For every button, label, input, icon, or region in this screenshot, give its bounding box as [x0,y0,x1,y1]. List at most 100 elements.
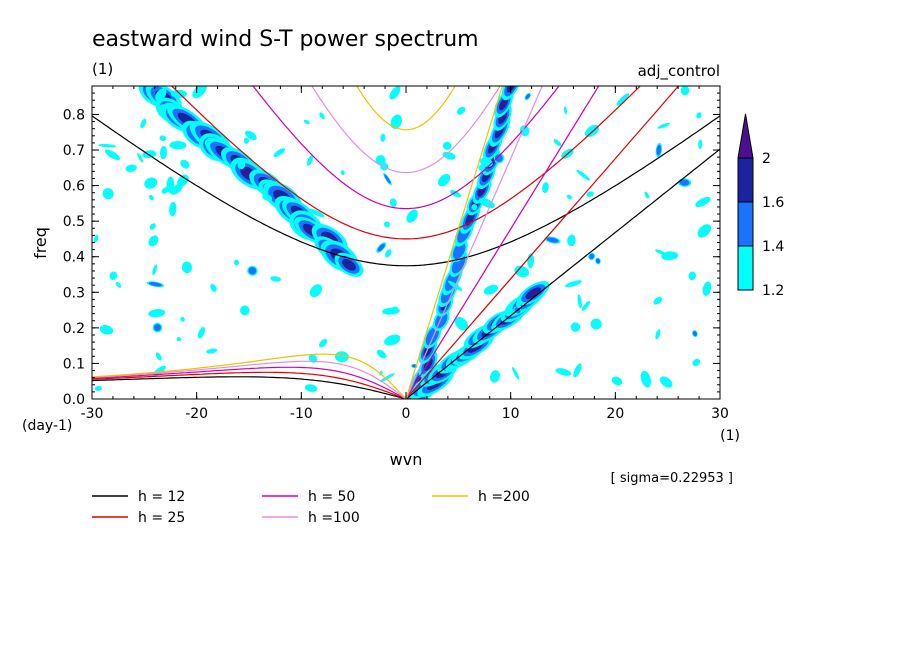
significance-blob [506,86,517,93]
significance-blob [479,187,484,194]
significance-blob [148,282,162,287]
significance-blob [319,338,328,348]
inertia-gravity-curve [170,86,642,240]
rossby-curve [92,366,407,399]
significance-blob [426,361,431,368]
significance-blob [340,170,345,176]
significance-blob [309,209,325,218]
y-tick-label: 0.3 [63,285,85,301]
significance-blob [149,194,154,201]
significance-blob [514,265,529,278]
y-tick-label: 0.2 [63,321,85,337]
kelvin-curve [405,148,720,399]
significance-blob [656,144,662,156]
significance-blob [478,197,495,209]
colorbar-segment [737,157,754,203]
significance-blob [390,114,402,129]
significance-blob [389,306,398,312]
significance-blob [342,258,356,271]
rossby-curve [92,353,407,399]
significance-blob [149,223,156,230]
y-axis-unit: (day-1) [22,418,72,434]
significance-blob [206,348,218,354]
significance-blob [456,106,466,115]
significance-blob [589,253,595,260]
significance-blob [389,198,397,207]
significance-blob [384,174,391,184]
significance-blob [210,283,217,292]
legend-label: h = 12 [138,489,185,505]
significance-blob [437,173,451,187]
significance-blob [379,373,395,383]
significance-blob [454,317,469,331]
chart-subtitle-right: adj_control [638,62,720,81]
significance-blob [576,169,590,181]
sigma-label: [ sigma=0.22953 ] [611,471,733,486]
significance-blob [573,363,582,378]
significance-blob [308,354,318,363]
significance-blob [553,139,562,147]
significance-blob [385,249,392,258]
significance-blob [511,366,520,380]
significance-blob [169,141,187,150]
significance-blob [696,112,702,119]
significance-blob [659,376,673,388]
significance-blob [157,104,166,115]
significance-blob [144,177,158,189]
significance-blob [653,296,662,305]
y-tick-label: 0.6 [63,179,85,195]
significance-blob [248,267,257,275]
dispersion-curves [92,86,720,399]
y-tick-label: 0.1 [63,356,85,372]
inertia-gravity-curve [92,115,720,267]
significance-blob [698,139,703,149]
rossby-curve [92,360,407,399]
colorbar: 2 1.6 1.4 1.2 [737,113,784,299]
rossby-curve [92,376,407,399]
x-tick-label: 10 [502,406,520,422]
legend-label: h =100 [308,510,360,526]
significance-blob [309,284,323,298]
kelvin-curve [405,86,543,399]
y-tick-label: 0.0 [63,392,85,408]
significance-blob [563,106,568,115]
significance-blob [584,124,599,137]
significance-blob [304,384,318,392]
x-tick-label: 0 [402,406,411,422]
significance-blob [273,148,285,158]
significance-blob [243,137,249,144]
significance-blob [406,209,418,223]
significance-blob [376,349,387,359]
y-tick-label: 0.7 [63,143,85,159]
significance-blob [451,254,466,274]
significance-blob [644,191,650,199]
significance-blob [611,376,623,386]
significance-blob [153,324,161,332]
significance-blob [529,290,537,296]
significance-blob [586,191,594,197]
x-tick-label: 30 [711,406,729,422]
significance-blob [478,164,486,171]
significance-blob [245,130,257,141]
x-tick-label: -20 [185,406,208,422]
significance-blob [177,174,189,187]
significance-blob [442,141,452,150]
significance-blob [565,280,582,288]
significance-blob [98,144,117,148]
colorbar-label: 1.2 [762,283,784,299]
significance-blob [697,224,712,238]
significance-blob [692,331,697,337]
significance-blob [702,281,712,296]
significance-blob [380,133,386,142]
colorbar-label: 1.4 [762,239,784,255]
significance-blob [306,155,313,166]
rossby-curve [92,371,407,399]
significance-blob [655,249,666,255]
colorbar-extend-max [737,113,754,159]
legend: h = 12 h = 25 h = 50 h =100 h =200 [92,489,530,526]
significance-blob [389,86,401,100]
significance-blob [384,334,401,346]
y-tick-label: 0.8 [63,107,85,123]
significance-blob [655,329,661,340]
